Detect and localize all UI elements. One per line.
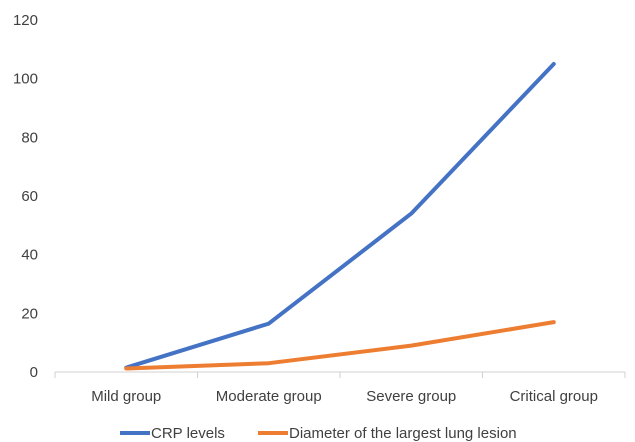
y-tick-label: 60	[21, 188, 38, 205]
x-tick-label: Mild group	[91, 388, 161, 405]
legend-label-0: CRP levels	[151, 425, 225, 442]
y-axis-ticks: 0 20 40 60 80 100 120	[13, 12, 38, 381]
y-tick-label: 120	[13, 12, 38, 29]
series-line-1	[124, 320, 556, 371]
x-tick-label: Moderate group	[216, 388, 322, 405]
x-tick-label: Critical group	[510, 388, 598, 405]
legend: CRP levels Diameter of the largest lung l…	[120, 425, 517, 442]
x-axis-ticks: Mild group Moderate group Severe group Crit…	[54, 372, 626, 405]
y-tick-label: 100	[13, 71, 38, 88]
y-tick-label: 0	[30, 364, 38, 381]
y-tick-label: 20	[21, 305, 38, 322]
series-line-0	[124, 62, 556, 370]
y-tick-label: 40	[21, 247, 38, 264]
x-tick-label: Severe group	[366, 388, 456, 405]
y-tick-label: 80	[21, 129, 38, 146]
legend-label-1: Diameter of the largest lung lesion	[289, 425, 517, 442]
series-lines	[124, 62, 556, 371]
